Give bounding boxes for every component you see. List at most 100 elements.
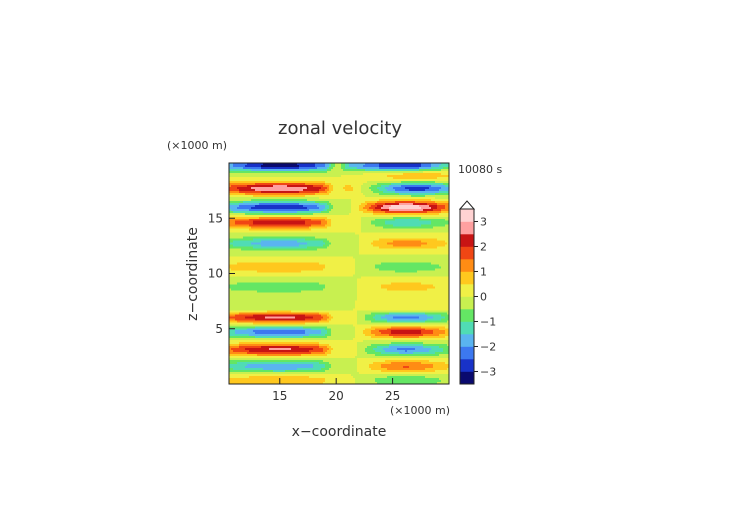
- contour-cell: [365, 234, 368, 238]
- contour-cell: [253, 163, 256, 166]
- contour-cell: [251, 166, 254, 170]
- contour-cell: [329, 250, 332, 253]
- contour-cell: [403, 182, 406, 186]
- contour-cell: [237, 198, 240, 202]
- contour-cell: [369, 168, 372, 172]
- contour-cell: [393, 234, 396, 238]
- contour-cell: [249, 240, 252, 244]
- contour-cell: [405, 194, 408, 198]
- contour-cell: [377, 218, 380, 222]
- contour-cell: [445, 218, 448, 222]
- contour-cell: [315, 182, 318, 186]
- contour-cell: [243, 182, 246, 186]
- contour-cell: [413, 238, 416, 242]
- contour-cell: [335, 168, 338, 172]
- contour-cell: [251, 238, 254, 242]
- contour-cell: [433, 250, 436, 253]
- contour-cell: [383, 212, 386, 216]
- contour-cell: [411, 182, 414, 186]
- contour-cell: [359, 232, 362, 236]
- contour-cell: [433, 194, 436, 198]
- contour-cell: [269, 216, 272, 220]
- contour-cell: [317, 204, 320, 208]
- contour-cell: [291, 180, 294, 184]
- contour-cell: [315, 202, 318, 206]
- contour-cell: [353, 206, 356, 210]
- contour-cell: [433, 170, 436, 174]
- contour-cell: [273, 164, 276, 168]
- contour-cell: [333, 244, 336, 248]
- contour-cell: [263, 178, 266, 182]
- contour-cell: [319, 202, 322, 206]
- contour-cell: [353, 248, 356, 251]
- contour-cell: [303, 220, 306, 224]
- contour-cell: [427, 232, 430, 236]
- contour-cell: [267, 194, 270, 198]
- contour-cell: [255, 164, 258, 168]
- contour-cell: [429, 210, 432, 214]
- contour-cell: [371, 218, 374, 222]
- contour-cell: [381, 226, 384, 230]
- contour-cell: [269, 168, 272, 172]
- contour-cell: [433, 188, 436, 192]
- contour-cell: [355, 218, 358, 222]
- contour-cell: [261, 222, 264, 226]
- contour-cell: [311, 194, 314, 198]
- contour-cell: [351, 174, 354, 178]
- contour-cell: [261, 230, 264, 234]
- contour-cell: [415, 198, 418, 202]
- contour-cell: [403, 178, 406, 182]
- contour-cell: [339, 208, 342, 212]
- contour-cell: [375, 164, 378, 168]
- contour-cell: [283, 178, 286, 182]
- contour-cell: [335, 163, 338, 166]
- contour-cell: [287, 244, 290, 248]
- contour-cell: [411, 164, 414, 168]
- contour-cell: [417, 236, 420, 240]
- contour-cell: [281, 246, 284, 250]
- contour-cell: [273, 230, 276, 234]
- contour-cell: [277, 240, 280, 244]
- contour-cell: [309, 242, 312, 246]
- contour-cell: [313, 250, 316, 253]
- contour-cell: [277, 218, 280, 222]
- contour-cell: [315, 192, 318, 196]
- contour-cell: [265, 168, 268, 172]
- contour-cell: [267, 184, 270, 188]
- contour-cell: [401, 188, 404, 192]
- contour-cell: [423, 216, 426, 220]
- contour-cell: [335, 210, 338, 214]
- contour-cell: [357, 250, 360, 253]
- contour-cell: [447, 248, 450, 251]
- contour-cell: [361, 174, 364, 178]
- contour-cell: [357, 192, 360, 196]
- contour-cell: [263, 242, 266, 246]
- contour-cell: [411, 246, 414, 250]
- contour-cell: [281, 194, 284, 198]
- contour-cell: [445, 174, 448, 178]
- contour-cell: [435, 240, 438, 244]
- contour-cell: [289, 172, 292, 176]
- contour-cell: [255, 178, 258, 182]
- contour-cell: [273, 220, 276, 224]
- contour-cell: [429, 176, 432, 180]
- contour-cell: [441, 206, 444, 210]
- contour-cell: [305, 198, 308, 202]
- contour-cell: [301, 164, 304, 168]
- contour-cell: [231, 234, 234, 238]
- contour-cell: [317, 250, 320, 253]
- contour-cell: [391, 244, 394, 248]
- contour-cell: [347, 200, 350, 204]
- contour-cell: [235, 178, 238, 182]
- contour-cell: [337, 248, 340, 251]
- contour-cell: [297, 220, 300, 224]
- contour-cell: [349, 174, 352, 178]
- contour-cell: [405, 228, 408, 232]
- contour-cell: [301, 242, 304, 246]
- contour-cell: [345, 234, 348, 238]
- contour-cell: [333, 216, 336, 220]
- contour-cell: [251, 246, 254, 250]
- contour-cell: [315, 184, 318, 188]
- contour-cell: [441, 248, 444, 251]
- contour-cell: [413, 170, 416, 174]
